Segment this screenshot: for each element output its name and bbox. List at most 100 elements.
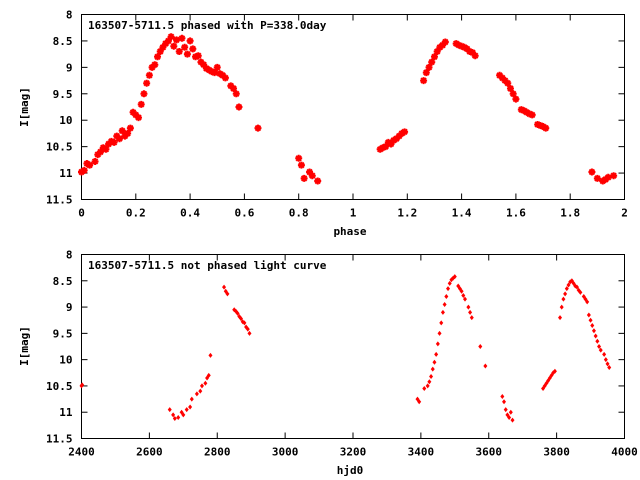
unphased-data-point <box>208 352 213 358</box>
unphased-data-point <box>483 363 488 369</box>
phased-data-point <box>441 38 449 46</box>
phased-data-point <box>232 90 240 98</box>
unphased-data-point <box>440 309 445 315</box>
phased-y-axis-label: I[mag] <box>18 87 31 127</box>
unphased-data-point <box>184 407 189 413</box>
phased-data-point <box>178 34 186 42</box>
phased-x-tick-label: 0 <box>78 207 85 220</box>
phased-data-point <box>395 132 403 140</box>
phased-data-point <box>468 49 476 57</box>
phased-data-point <box>314 177 322 185</box>
unphased-data-point <box>189 396 194 402</box>
unphased-data-point <box>427 379 432 385</box>
phased-data-point <box>200 61 208 69</box>
phased-data-point <box>588 168 596 176</box>
unphased-data-point <box>510 417 515 423</box>
unphased-data-point <box>503 407 508 413</box>
phased-y-tick-label: 9.5 <box>53 88 73 101</box>
phased-data-point <box>219 71 227 79</box>
unphased-data-point <box>568 279 573 285</box>
unphased-data-point <box>597 344 602 349</box>
phased-data-point <box>183 50 191 58</box>
phased-x-tick-label: 0.4 <box>180 207 200 220</box>
phased-data-point <box>542 124 550 132</box>
phased-data-point <box>86 161 94 169</box>
phased-data-point <box>116 135 124 143</box>
phased-data-point <box>428 58 436 66</box>
phased-data-point <box>610 172 618 180</box>
phased-data-point <box>308 172 316 180</box>
phased-data-point <box>137 100 145 108</box>
phased-data-point <box>509 90 517 98</box>
unphased-data-point <box>559 304 564 310</box>
phased-x-tick-label: 1.2 <box>397 207 417 220</box>
phased-light-curve-panel: 163507-5711.5 phased with P=338.0day pha… <box>18 9 628 239</box>
unphased-data-point <box>586 312 591 318</box>
unphased-data-point <box>239 316 244 322</box>
unphased-data-point <box>574 284 579 290</box>
unphased-data-point <box>247 330 252 336</box>
phased-data-point <box>506 85 514 92</box>
unphased-data-point <box>442 301 447 307</box>
unphased-data-point <box>478 344 483 349</box>
phased-y-tick-label: 10.5 <box>46 141 73 154</box>
phased-data-point <box>439 41 447 49</box>
phased-x-tick-label: 1.4 <box>452 207 472 220</box>
unphased-data-point <box>429 373 434 379</box>
phased-data-point <box>227 82 235 90</box>
phased-data-point <box>80 166 88 174</box>
phased-data-point <box>208 68 216 76</box>
phased-y-tick-label: 11 <box>59 167 73 180</box>
unphased-data-point <box>439 320 444 326</box>
unphased-x-axis-label: hjd0 <box>337 464 364 477</box>
phased-data-point <box>173 36 181 44</box>
unphased-data-point <box>203 380 208 386</box>
unphased-y-tick-label: 10.5 <box>46 380 73 393</box>
unphased-plot-frame <box>81 254 625 439</box>
phased-x-tick-label: 1.8 <box>560 207 580 220</box>
phased-x-axis-label: phase <box>333 225 366 238</box>
phased-data-points <box>78 33 618 185</box>
unphased-data-point <box>500 393 505 399</box>
phased-x-tick-label: 0.6 <box>234 207 254 220</box>
unphased-data-point <box>176 414 181 420</box>
phased-data-point <box>221 74 229 82</box>
phased-data-point <box>593 174 601 182</box>
phased-data-point <box>498 74 506 82</box>
unphased-x-tick-label: 3200 <box>340 446 367 459</box>
phased-data-point <box>102 145 110 153</box>
phased-y-tick-label: 8.5 <box>53 35 73 48</box>
phased-data-point <box>387 140 395 148</box>
unphased-data-point <box>167 407 172 413</box>
phased-data-point <box>496 71 504 79</box>
unphased-y-tick-label: 10 <box>59 354 72 367</box>
phased-data-point <box>164 37 172 45</box>
phased-data-point <box>254 124 262 132</box>
phased-data-point <box>401 128 409 136</box>
phased-plot-title: 163507-5711.5 phased with P=338.0day <box>88 19 327 32</box>
unphased-data-point <box>564 286 569 292</box>
phased-data-point <box>379 144 387 152</box>
phased-data-point <box>458 42 466 50</box>
unphased-data-point <box>417 399 422 405</box>
phased-data-point <box>124 129 132 137</box>
phased-y-tick-label: 10 <box>59 114 72 127</box>
phased-x-tick-label: 0.8 <box>289 207 309 220</box>
phased-data-point <box>156 48 164 55</box>
phased-y-tick-label: 8 <box>66 9 73 22</box>
phased-data-point <box>392 135 400 143</box>
phased-data-point <box>501 77 509 85</box>
unphased-y-tick-label: 11 <box>59 406 73 419</box>
phased-data-point <box>105 140 113 148</box>
phased-data-point <box>113 132 121 140</box>
unphased-data-point <box>245 326 250 332</box>
unphased-data-point <box>588 317 593 323</box>
phased-data-point <box>517 106 525 114</box>
unphased-data-point <box>552 368 557 374</box>
unphased-x-tick-label: 3600 <box>476 446 503 459</box>
unphased-data-point <box>444 294 449 300</box>
unphased-data-point <box>502 399 507 405</box>
unphased-data-point <box>591 328 596 334</box>
unphased-x-tick-label: 3000 <box>272 446 299 459</box>
